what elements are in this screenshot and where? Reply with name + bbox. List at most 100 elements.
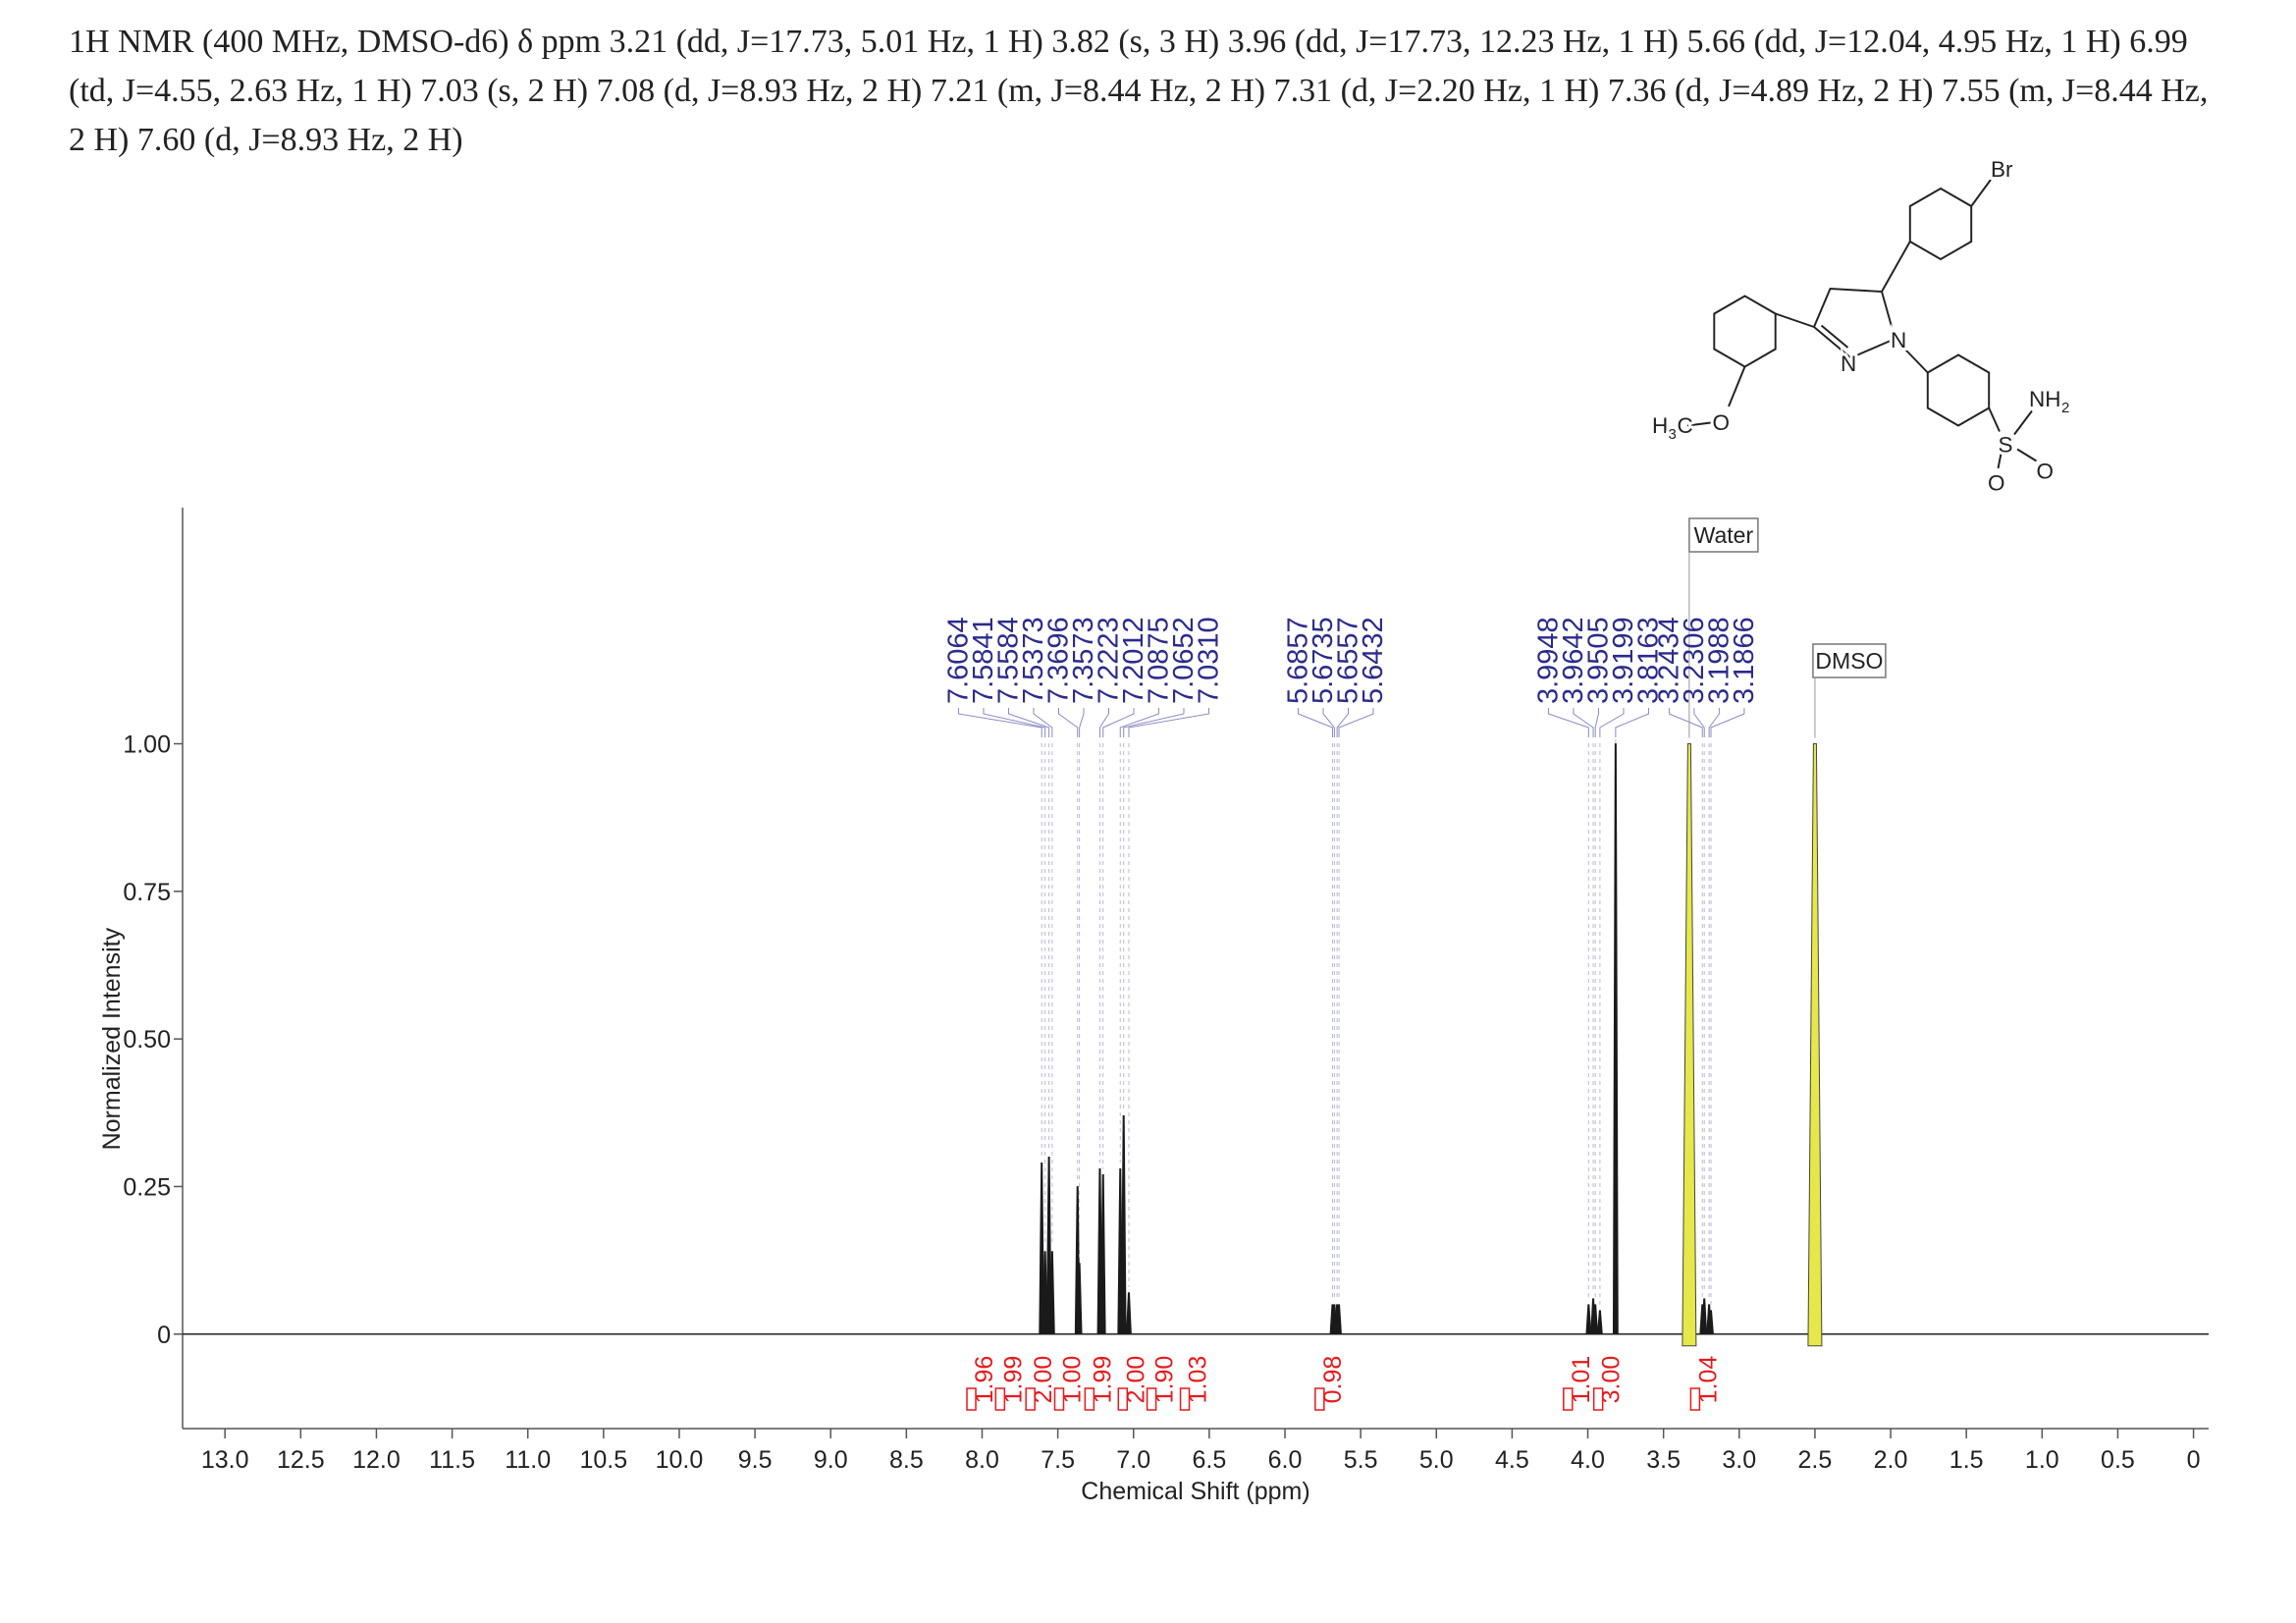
atom-label: O bbox=[1713, 410, 1731, 435]
ring bbox=[1926, 353, 1991, 427]
x-tick-label: 11.0 bbox=[505, 1446, 551, 1474]
integral-marker bbox=[1084, 1387, 1095, 1411]
integral-label: 1.99 bbox=[1089, 1356, 1116, 1404]
integral-label: 3.00 bbox=[1598, 1356, 1626, 1404]
peak-leader bbox=[1547, 708, 1589, 737]
integral-label: 1.00 bbox=[1059, 1356, 1087, 1404]
x-tick-label: 5.0 bbox=[1419, 1446, 1454, 1474]
integral-label: 1.01 bbox=[1568, 1356, 1595, 1404]
x-tick-label: 7.5 bbox=[1041, 1446, 1075, 1474]
peak-leader bbox=[1338, 708, 1374, 737]
peak bbox=[1701, 1298, 1708, 1335]
integral-marker bbox=[1592, 1387, 1604, 1411]
x-tick-label: 0 bbox=[2187, 1446, 2201, 1474]
integral-marker bbox=[1117, 1387, 1129, 1411]
peak-leader bbox=[1033, 708, 1053, 737]
ring bbox=[1908, 187, 1973, 261]
bond bbox=[1728, 366, 1746, 407]
peak bbox=[1041, 1251, 1048, 1335]
x-tick-label: 10.0 bbox=[656, 1446, 704, 1474]
peak-leader bbox=[1573, 708, 1594, 737]
integral-marker bbox=[1314, 1387, 1325, 1411]
x-tick-label: 0.5 bbox=[2101, 1446, 2135, 1474]
x-tick-label: 7.0 bbox=[1116, 1446, 1150, 1474]
x-tick-label: 3.5 bbox=[1646, 1446, 1681, 1474]
peak-label: 7.5841 bbox=[968, 617, 999, 704]
x-tick-label: 5.5 bbox=[1344, 1446, 1378, 1474]
solvent-peak bbox=[1807, 743, 1823, 1347]
integral-label: 0.98 bbox=[1319, 1356, 1347, 1404]
y-tick-label: 0 bbox=[157, 1322, 171, 1349]
bond bbox=[1988, 407, 2001, 432]
integral-label: 2.00 bbox=[1030, 1356, 1057, 1404]
peak-label: 7.3696 bbox=[1042, 617, 1074, 704]
y-axis-title: Normalized Intensity bbox=[98, 927, 126, 1150]
y-tick-label: 0.50 bbox=[123, 1026, 171, 1054]
integral-label: 2.00 bbox=[1122, 1356, 1149, 1404]
peak-leader bbox=[1007, 708, 1050, 737]
x-tick-label: 12.5 bbox=[277, 1446, 325, 1474]
atom-label: 3 bbox=[1669, 426, 1677, 443]
peak-leader bbox=[1599, 708, 1625, 737]
integral-marker bbox=[994, 1387, 1006, 1411]
peak-label: 3.9642 bbox=[1558, 617, 1589, 704]
x-tick-label: 6.0 bbox=[1268, 1446, 1303, 1474]
x-tick-label: 1.0 bbox=[2025, 1446, 2059, 1474]
peak bbox=[1076, 1263, 1083, 1335]
peak bbox=[1048, 1251, 1055, 1335]
x-tick-label: 2.0 bbox=[1874, 1446, 1908, 1474]
x-axis-title: Chemical Shift (ppm) bbox=[1081, 1478, 1309, 1505]
description: 1H NMR (400 MHz, DMSO-d6) δ ppm 3.21 (dd… bbox=[69, 24, 2209, 158]
peak-leader bbox=[1119, 708, 1159, 737]
peak-label: 3.9505 bbox=[1582, 617, 1614, 704]
peak-label: 3.9199 bbox=[1608, 617, 1639, 704]
x-tick-label: 12.0 bbox=[352, 1446, 400, 1474]
peak-label: 3.9948 bbox=[1532, 617, 1564, 704]
peak-leader bbox=[1128, 708, 1209, 737]
peak-leader bbox=[957, 708, 1042, 737]
peak-leader bbox=[1615, 708, 1649, 737]
atom-label: N bbox=[1891, 328, 1906, 352]
atom-label: O bbox=[2037, 460, 2055, 484]
peak bbox=[1596, 1310, 1603, 1335]
peak-label: 3.2434 bbox=[1653, 617, 1684, 704]
x-tick-label: 4.0 bbox=[1571, 1446, 1605, 1474]
peak bbox=[1708, 1310, 1714, 1335]
peak-leader bbox=[1098, 708, 1109, 737]
integral-label: 1.04 bbox=[1694, 1356, 1722, 1404]
x-tick-label: 6.5 bbox=[1193, 1446, 1227, 1474]
solvent-label: Water bbox=[1694, 522, 1754, 548]
x-tick-label: 11.5 bbox=[429, 1446, 475, 1474]
peak-leader bbox=[1594, 708, 1599, 737]
structure: Br N N NH 2 H 3 C O S O O bbox=[1649, 154, 2072, 499]
bond bbox=[1997, 453, 2002, 469]
x-tick-label: 13.0 bbox=[201, 1446, 249, 1474]
peak-leader bbox=[1057, 708, 1079, 737]
integral-label: 1.99 bbox=[999, 1356, 1027, 1404]
atom-label: 2 bbox=[2061, 400, 2069, 416]
peak-label: 5.6735 bbox=[1308, 617, 1339, 704]
peak-label: 7.0652 bbox=[1168, 617, 1200, 704]
integral-label: 1.03 bbox=[1185, 1356, 1212, 1404]
atom-label: H bbox=[1652, 413, 1668, 438]
atom-label: O bbox=[1988, 471, 2005, 496]
peak-label: 7.0875 bbox=[1143, 617, 1174, 704]
integral-marker bbox=[1689, 1387, 1701, 1411]
peak bbox=[1612, 743, 1619, 1335]
atom-label: N bbox=[1841, 352, 1856, 376]
peak-leader bbox=[1708, 708, 1720, 737]
peak-leader bbox=[1079, 708, 1085, 737]
bond bbox=[1775, 312, 1815, 328]
peak bbox=[1126, 1292, 1132, 1335]
atom-label: Br bbox=[1991, 157, 2013, 182]
bond bbox=[1881, 241, 1911, 293]
annotation-box bbox=[1812, 643, 1887, 678]
peak-label: 3.1866 bbox=[1729, 617, 1760, 704]
peak bbox=[1585, 1304, 1592, 1335]
integral-label: 1.90 bbox=[1151, 1356, 1179, 1404]
bond bbox=[1686, 421, 1712, 427]
ring bbox=[1713, 295, 1777, 368]
peak-label: 7.2012 bbox=[1118, 617, 1149, 704]
solvent-peak bbox=[1682, 743, 1697, 1347]
